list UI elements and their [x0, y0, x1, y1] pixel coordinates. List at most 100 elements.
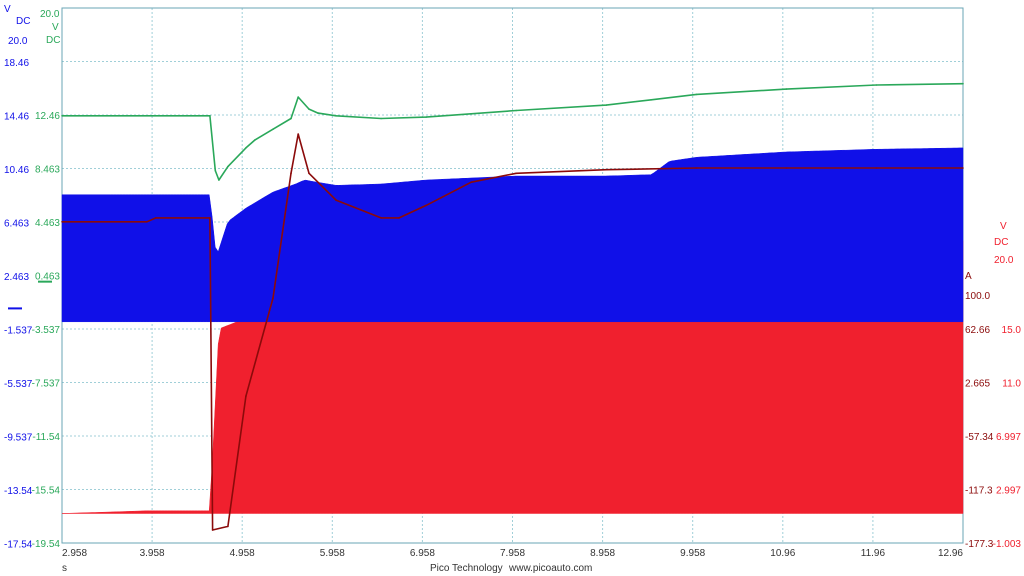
- green-data-point: [254, 139, 256, 141]
- green-data-point: [335, 115, 337, 117]
- green-tick-label: -19.54: [32, 539, 61, 550]
- green-data-point: [785, 88, 788, 90]
- green-data-point: [209, 115, 211, 117]
- green-data-point: [61, 115, 63, 117]
- green-tick-label: 4.463: [35, 218, 60, 229]
- green-tick-label: -15.54: [32, 486, 61, 497]
- blue-tick-label: -5.537: [4, 379, 33, 390]
- blue-tick-label: 10.46: [4, 165, 29, 176]
- red-tick-label: 6.997: [996, 432, 1021, 443]
- green-data-point: [425, 116, 427, 118]
- darkred-tick-label: -57.34: [965, 432, 994, 443]
- darkred-data-point: [425, 204, 427, 207]
- darkred-data-point: [515, 172, 517, 175]
- darkred-data-point: [146, 221, 148, 223]
- x-tick-label: 10.96: [770, 548, 795, 559]
- darkred-axis-top: 100.0: [965, 291, 990, 302]
- x-tick-label: 5.958: [320, 548, 345, 559]
- x-tick-label: 7.958: [500, 548, 525, 559]
- x-tick-label: 9.958: [680, 548, 705, 559]
- darkred-data-point: [209, 217, 211, 219]
- darkred-tick-label: -177.3: [965, 539, 994, 550]
- blue-channel-envelope: [61, 147, 964, 323]
- green-tick-label: 8.463: [35, 165, 60, 176]
- green-data-point: [214, 169, 217, 172]
- blue-tick-label: -17.54: [4, 540, 33, 551]
- green-data-point: [218, 179, 220, 181]
- x-axis-unit: s: [62, 563, 67, 574]
- axis-labels: V DC 20.0 18.46 14.46 10.46 6.463 2.463 -1.537 -5…: [4, 4, 1021, 559]
- green-data-point: [272, 128, 274, 130]
- blue-tick-label: -9.537: [4, 433, 33, 444]
- red-tick-label: 11.0: [1002, 379, 1021, 390]
- darkred-tick-label: 62.66: [965, 325, 990, 336]
- darkred-data-point: [875, 167, 878, 169]
- green-data-point: [380, 117, 382, 120]
- darkred-data-point: [61, 221, 63, 223]
- x-tick-label: 2.958: [62, 548, 87, 559]
- red-tick-label: -1.003: [993, 539, 1022, 550]
- darkred-data-point: [785, 167, 788, 169]
- green-channel-trace: [62, 82, 964, 181]
- darkred-data-point: [605, 168, 608, 171]
- blue-axis-top: 20.0: [8, 36, 28, 47]
- green-data-point: [308, 108, 310, 110]
- darkred-data-point: [962, 167, 964, 169]
- green-data-point: [297, 96, 300, 98]
- green-tick-label: -7.537: [32, 379, 61, 390]
- darkred-data-point: [211, 529, 214, 531]
- plot-area: [61, 82, 964, 531]
- darkred-data-point: [290, 172, 292, 175]
- darkred-axis-unit: A: [965, 271, 972, 282]
- darkred-data-point: [155, 217, 157, 219]
- red-tick-label: 15.0: [1002, 325, 1022, 336]
- green-data-point: [962, 82, 964, 85]
- green-data-point: [227, 165, 229, 168]
- footer-brand: Pico Technology: [430, 563, 503, 574]
- green-data-point: [650, 99, 653, 101]
- blue-axis-coupling: DC: [16, 16, 30, 27]
- green-data-point: [317, 112, 319, 114]
- blue-axis-unit: V: [4, 4, 11, 15]
- green-data-point: [605, 104, 608, 106]
- x-tick-label: 4.958: [230, 548, 255, 559]
- darkred-channel-trace: [62, 133, 963, 531]
- footer-url: www.picoauto.com: [508, 563, 592, 574]
- red-tick-label: 2.997: [996, 486, 1021, 497]
- darkred-data-point: [335, 199, 337, 201]
- blue-tick-label: 2.463: [4, 272, 29, 283]
- green-tick-label: 12.46: [35, 111, 60, 122]
- green-axis-unit: V: [52, 22, 59, 33]
- darkred-data-point: [695, 167, 698, 169]
- x-tick-label: 12.96: [938, 548, 963, 559]
- darkred-data-point: [272, 297, 274, 299]
- darkred-data-point: [380, 217, 382, 219]
- green-data-point: [515, 109, 517, 112]
- green-tick-label: 0.463: [35, 272, 60, 283]
- red-axis-unit: V: [1000, 221, 1007, 232]
- blue-tick-label: -1.537: [4, 326, 33, 337]
- blue-tick-label: 14.46: [4, 112, 29, 123]
- x-tick-label: 3.958: [140, 548, 165, 559]
- green-data-point: [875, 84, 878, 86]
- red-axis-top: 20.0: [994, 255, 1014, 266]
- blue-tick-label: 18.46: [4, 58, 29, 69]
- x-tick-label: 8.958: [590, 548, 615, 559]
- darkred-tick-label: 2.665: [965, 379, 990, 390]
- blue-tick-label: 6.463: [4, 219, 29, 230]
- darkred-data-point: [398, 217, 400, 219]
- green-tick-label: -11.54: [32, 432, 60, 443]
- green-data-point: [695, 93, 698, 96]
- darkred-data-point: [297, 133, 300, 135]
- green-axis-top: 20.0: [40, 9, 60, 20]
- darkred-data-point: [308, 172, 310, 175]
- x-tick-label: 11.96: [861, 548, 886, 559]
- darkred-data-point: [470, 181, 473, 183]
- darkred-data-point: [227, 525, 229, 528]
- green-data-point: [290, 117, 292, 120]
- darkred-data-point: [245, 395, 247, 398]
- green-axis-coupling: DC: [46, 35, 60, 46]
- x-tick-label: 6.958: [410, 548, 435, 559]
- green-tick-label: -3.537: [32, 325, 61, 336]
